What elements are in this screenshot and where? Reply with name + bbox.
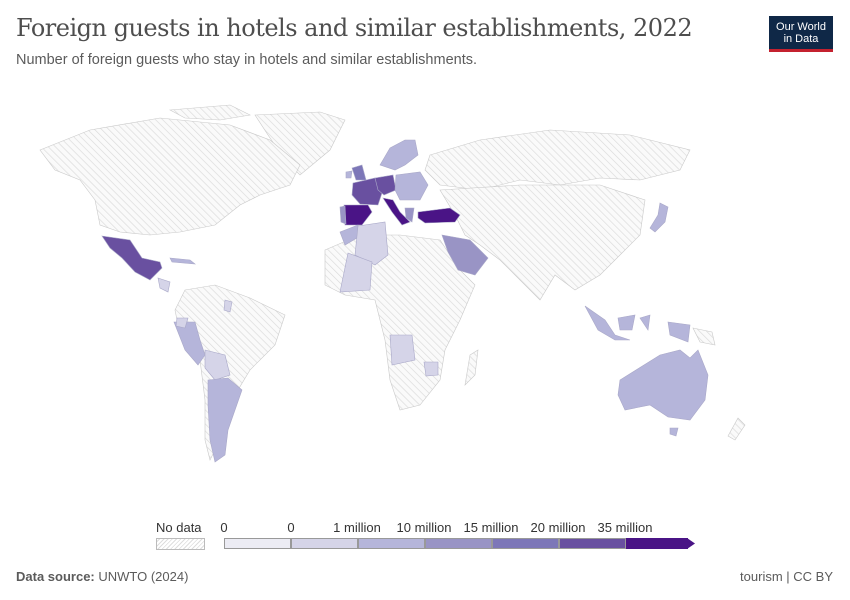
- region-ecuador: [175, 317, 189, 329]
- legend-label-4: 15 million: [463, 520, 519, 535]
- legend-no-data-swatch: [156, 538, 205, 550]
- legend-bin-2[interactable]: [358, 538, 425, 549]
- legend-bin-3[interactable]: [425, 538, 492, 549]
- region-mali: [339, 252, 373, 293]
- region-png: [692, 327, 716, 346]
- region-scandinavia: [379, 139, 419, 171]
- region-saudi-arabia: [441, 234, 489, 276]
- region-zimbabwe: [423, 361, 439, 377]
- region-angola: [389, 334, 416, 366]
- region-australia: [617, 349, 709, 421]
- license-info[interactable]: tourism | CC BY: [740, 569, 833, 584]
- legend-bin-4[interactable]: [492, 538, 559, 549]
- legend-no-data-label: No data: [156, 520, 202, 535]
- legend-bin-5[interactable]: [559, 538, 626, 549]
- region-greece: [404, 207, 415, 223]
- legend-label-3: 10 million: [396, 520, 452, 535]
- region-ireland: [345, 170, 353, 179]
- region-cuba: [169, 257, 196, 265]
- region-greenland: [254, 111, 346, 176]
- region-bolivia: [204, 349, 231, 381]
- legend-label-6: 35 million: [597, 520, 653, 535]
- data-source-value[interactable]: UNWTO (2024): [98, 569, 189, 584]
- logo-line1: Our World: [776, 20, 826, 33]
- region-asia: [439, 184, 646, 301]
- legend-bin-6[interactable]: [626, 538, 688, 549]
- logo-line2: in Data: [783, 32, 819, 45]
- region-indonesia: [584, 305, 691, 343]
- region-uk: [351, 164, 367, 181]
- region-tasmania: [669, 427, 679, 437]
- region-portugal: [339, 205, 347, 225]
- chart-subtitle: Number of foreign guests who stay in hot…: [16, 52, 477, 68]
- legend-bin-0[interactable]: [224, 538, 291, 549]
- region-japan: [649, 202, 669, 233]
- region-mexico: [101, 235, 163, 281]
- legend-bin-1[interactable]: [291, 538, 358, 549]
- region-turkey: [417, 207, 461, 224]
- data-source: Data source: UNWTO (2024): [16, 569, 188, 584]
- region-madagascar: [464, 349, 479, 386]
- region-algeria: [354, 221, 389, 266]
- region-italy: [382, 197, 411, 226]
- legend-label-5: 20 million: [530, 520, 586, 535]
- region-arctic-islands: [168, 104, 251, 121]
- owid-logo[interactable]: Our World in Data: [769, 16, 833, 52]
- region-russia: [424, 129, 691, 191]
- region-argentina: [207, 377, 243, 463]
- data-source-label: Data source:: [16, 569, 95, 584]
- legend-label-0: 0: [220, 520, 228, 535]
- region-guyana: [223, 299, 233, 313]
- region-germany: [374, 174, 397, 196]
- map-legend: No data 0 0 1 million 10 million 15 mill…: [150, 516, 710, 556]
- region-central-america: [157, 277, 171, 293]
- region-north-america: [39, 117, 301, 236]
- world-map: [39, 104, 746, 463]
- legend-arrow-icon: [687, 538, 695, 549]
- legend-label-2: 1 million: [333, 520, 381, 535]
- region-spain: [343, 204, 373, 226]
- legend-label-1: 0: [287, 520, 295, 535]
- region-new-zealand: [727, 417, 746, 441]
- chart-title: Foreign guests in hotels and similar est…: [16, 14, 693, 42]
- region-eastern-europe: [394, 171, 429, 201]
